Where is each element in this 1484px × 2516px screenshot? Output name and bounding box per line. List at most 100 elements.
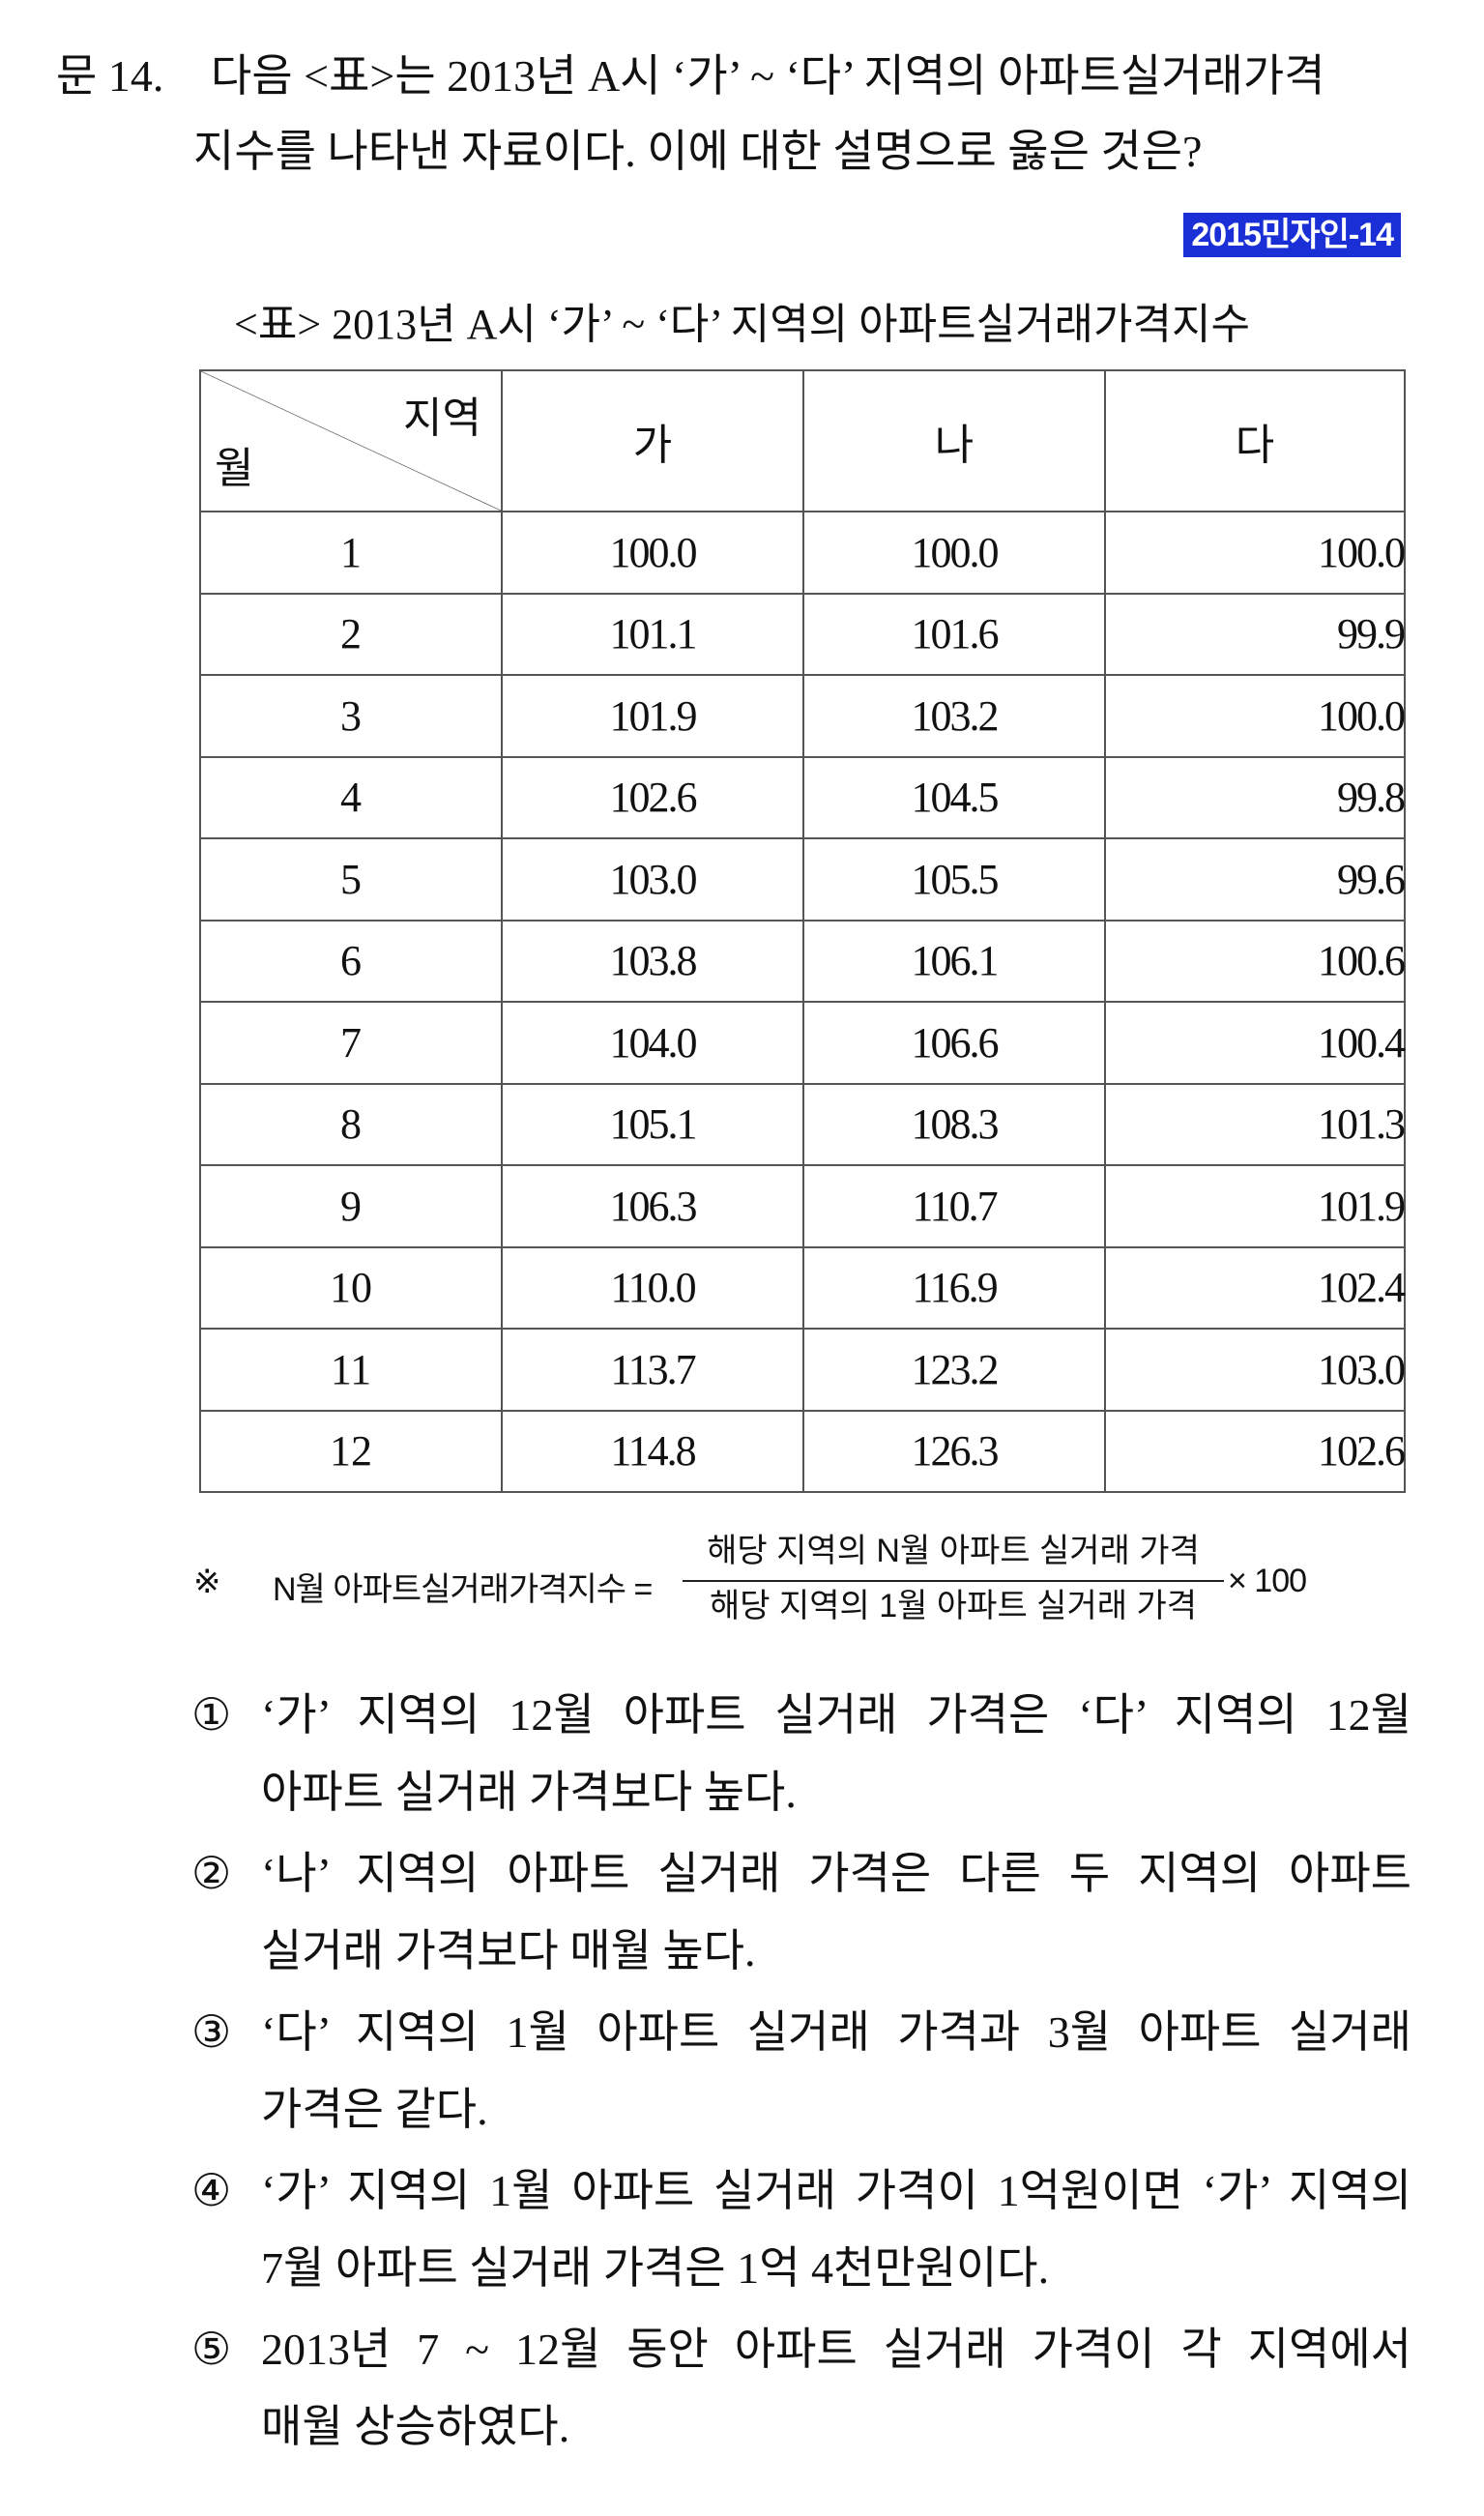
choice-3-text-line1: ‘다’ 지역의 1월 아파트 실거래 가격과 3월 아파트 실거래 (261, 2007, 1411, 2057)
value-cell: 102.6 (1104, 1409, 1406, 1493)
value-cell: 100.0 (1104, 511, 1406, 595)
month-cell: 8 (199, 1082, 503, 1166)
month-cell: 1 (199, 511, 503, 595)
value-cell: 110.0 (501, 1245, 804, 1330)
month-cell: 3 (199, 674, 503, 758)
value-cell: 114.8 (501, 1409, 804, 1493)
value-cell: 101.6 (802, 592, 1106, 676)
formula-note: ※ N월 아파트실거래가격지수 = 해당 지역의 N월 아파트 실거래 가격 해… (193, 1528, 1411, 1634)
formula-denominator: 해당 지역의 1월 아파트 실거래 가격 (709, 1588, 1198, 1624)
table-row: 12 114.8 126.3 102.6 (199, 1409, 1406, 1493)
month-cell: 10 (199, 1245, 503, 1330)
value-cell: 103.0 (501, 837, 804, 922)
formula-fraction: 해당 지역의 N월 아파트 실거래 가격 해당 지역의 1월 아파트 실거래 가… (683, 1528, 1224, 1630)
table-row: 8 105.1 108.3 101.3 (199, 1082, 1406, 1166)
question-text-line1: 다음 <표>는 2013년 A시 ‘가’ ~ ‘다’ 지역의 아파트실거래가격 (211, 51, 1325, 101)
value-cell: 102.4 (1104, 1245, 1406, 1330)
value-cell: 126.3 (802, 1409, 1106, 1493)
value-cell: 108.3 (802, 1082, 1106, 1166)
choice-2-text-line2: 실거래 가격보다 매월 높다. (261, 1926, 756, 1975)
table-row: 10 110.0 116.9 102.4 (199, 1245, 1406, 1330)
value-cell: 103.8 (501, 919, 804, 1003)
reference-mark: ※ (193, 1564, 221, 1600)
question-text-line2: 지수를 나타낸 자료이다. 이에 대한 설명으로 옳은 것은? (193, 127, 1203, 176)
value-cell: 101.9 (501, 674, 804, 758)
choice-2[interactable]: ② ‘나’ 지역의 아파트 실거래 가격은 다른 두 지역의 아파트 실거래 가… (191, 1835, 1411, 1990)
choice-4-text-line1: ‘가’ 지역의 1월 아파트 실거래 가격이 1억원이면 ‘가’ 지역의 (261, 2166, 1411, 2215)
choice-2-number: ② (191, 1849, 232, 1898)
choice-5-text-line2: 매월 상승하였다. (261, 2402, 570, 2451)
value-cell: 99.6 (1104, 837, 1406, 922)
table-row: 3 101.9 103.2 100.0 (199, 674, 1406, 758)
table-row: 4 102.6 104.5 99.8 (199, 755, 1406, 839)
value-cell: 106.1 (802, 919, 1106, 1003)
column-header-na: 나 (802, 369, 1106, 512)
value-cell: 103.0 (1104, 1328, 1406, 1412)
month-cell: 5 (199, 837, 503, 922)
choice-5[interactable]: ⑤ 2013년 7 ~ 12월 동안 아파트 실거래 가격이 각 지역에서 매월… (191, 2311, 1411, 2466)
value-cell: 100.0 (802, 511, 1106, 595)
value-cell: 116.9 (802, 1245, 1106, 1330)
value-cell: 99.8 (1104, 755, 1406, 839)
formula-numerator: 해당 지역의 N월 아파트 실거래 가격 (683, 1528, 1224, 1582)
choice-5-text-line1: 2013년 7 ~ 12월 동안 아파트 실거래 가격이 각 지역에서 (261, 2325, 1411, 2374)
value-cell: 101.1 (501, 592, 804, 676)
value-cell: 100.4 (1104, 1001, 1406, 1085)
table-row: 6 103.8 106.1 100.6 (199, 919, 1406, 1003)
price-index-table: 지역 월 가 나 다 1 100.0 100.0 100.0 2 101.1 101.6 99… (199, 369, 1406, 1493)
value-cell: 106.3 (501, 1164, 804, 1248)
value-cell: 106.6 (802, 1001, 1106, 1085)
month-cell: 11 (199, 1328, 503, 1412)
month-cell: 7 (199, 1001, 503, 1085)
value-cell: 99.9 (1104, 592, 1406, 676)
choice-4-number: ④ (191, 2166, 232, 2215)
table-header-row: 지역 월 가 나 다 (199, 369, 1406, 512)
table-row: 9 106.3 110.7 101.9 (199, 1164, 1406, 1248)
choice-3[interactable]: ③ ‘다’ 지역의 1월 아파트 실거래 가격과 3월 아파트 실거래 가격은 … (191, 1994, 1411, 2149)
value-cell: 105.5 (802, 837, 1106, 922)
choice-4-text-line2: 7월 아파트 실거래 가격은 1억 4천만원이다. (261, 2243, 1050, 2293)
month-cell: 6 (199, 919, 503, 1003)
choice-3-number: ③ (191, 2007, 232, 2057)
choice-1[interactable]: ① ‘가’ 지역의 12월 아파트 실거래 가격은 ‘다’ 지역의 12월 아파… (191, 1677, 1411, 1831)
value-cell: 110.7 (802, 1164, 1106, 1248)
choice-1-text-line1: ‘가’ 지역의 12월 아파트 실거래 가격은 ‘다’ 지역의 12월 (261, 1690, 1411, 1740)
choice-1-text-line2: 아파트 실거래 가격보다 높다. (261, 1768, 797, 1817)
table-title: <표> 2013년 A시 ‘가’ ~ ‘다’ 지역의 아파트실거래가격지수 (234, 301, 1250, 348)
choice-3-text-line2: 가격은 같다. (261, 2085, 488, 2134)
choice-4[interactable]: ④ ‘가’ 지역의 1월 아파트 실거래 가격이 1억원이면 ‘가’ 지역의 7… (191, 2152, 1411, 2307)
corner-region-label: 지역 (403, 395, 481, 442)
month-cell: 4 (199, 755, 503, 839)
value-cell: 113.7 (501, 1328, 804, 1412)
column-header-da: 다 (1104, 369, 1406, 512)
table-body: 1 100.0 100.0 100.0 2 101.1 101.6 99.9 3 101.9 103… (199, 511, 1406, 1493)
value-cell: 102.6 (501, 755, 804, 839)
answer-choices: ① ‘가’ 지역의 12월 아파트 실거래 가격은 ‘다’ 지역의 12월 아파… (191, 1677, 1411, 2470)
value-cell: 104.5 (802, 755, 1106, 839)
month-cell: 9 (199, 1164, 503, 1248)
month-cell: 2 (199, 592, 503, 676)
corner-month-label: 월 (215, 445, 254, 492)
column-header-ga: 가 (501, 369, 804, 512)
choice-1-number: ① (191, 1690, 232, 1740)
table-row: 1 100.0 100.0 100.0 (199, 511, 1406, 595)
value-cell: 103.2 (802, 674, 1106, 758)
value-cell: 105.1 (501, 1082, 804, 1166)
table-row: 2 101.1 101.6 99.9 (199, 592, 1406, 676)
table-row: 7 104.0 106.6 100.4 (199, 1001, 1406, 1085)
formula-lhs: N월 아파트실거래가격지수 = (273, 1571, 653, 1608)
table-row: 11 113.7 123.2 103.0 (199, 1328, 1406, 1412)
table-row: 5 103.0 105.5 99.6 (199, 837, 1406, 922)
question-stem: 문 14. 다음 <표>는 2013년 A시 ‘가’ ~ ‘다’ 지역의 아파트실… (56, 46, 1419, 106)
formula-multiplier: × 100 (1228, 1563, 1307, 1599)
corner-header-cell: 지역 월 (199, 369, 503, 512)
value-cell: 101.3 (1104, 1082, 1406, 1166)
value-cell: 104.0 (501, 1001, 804, 1085)
value-cell: 100.0 (501, 511, 804, 595)
value-cell: 100.0 (1104, 674, 1406, 758)
value-cell: 123.2 (802, 1328, 1106, 1412)
question-number: 문 14. (56, 51, 164, 101)
choice-5-number: ⑤ (191, 2325, 232, 2374)
value-cell: 100.6 (1104, 919, 1406, 1003)
choice-2-text-line1: ‘나’ 지역의 아파트 실거래 가격은 다른 두 지역의 아파트 (261, 1849, 1411, 1898)
